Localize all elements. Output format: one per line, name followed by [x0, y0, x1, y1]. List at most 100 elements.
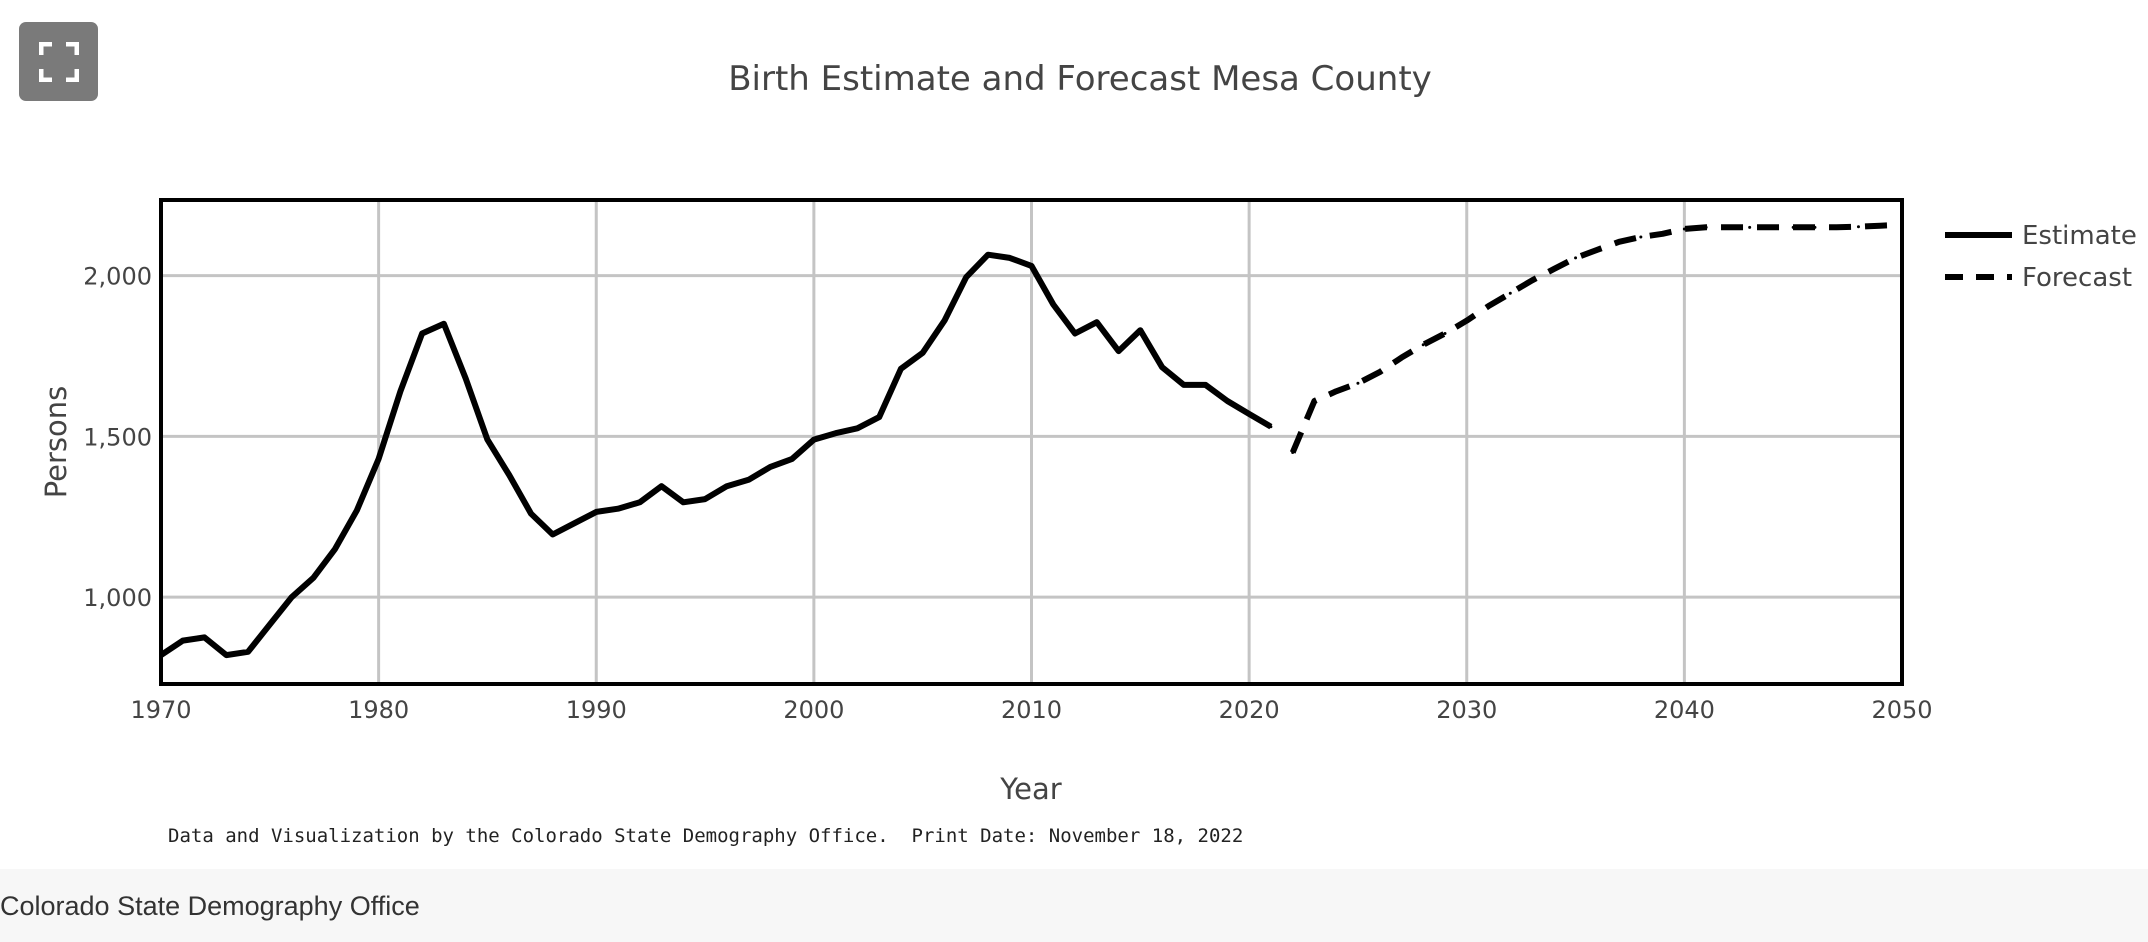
legend: Estimate Forecast — [1945, 221, 2137, 293]
chart-annotation: Data and Visualization by the Colorado S… — [168, 825, 1243, 847]
tick-labels: 1970 1980 1990 2000 2010 2020 2030 2040 2050 1,00… — [83, 263, 1932, 724]
x-tick-label: 2030 — [1436, 696, 1497, 724]
y-tick-label: 1,000 — [83, 584, 152, 612]
series-estimate-point — [1269, 425, 1273, 429]
series-estimate-point — [268, 623, 272, 627]
series-forecast-point — [1661, 232, 1665, 236]
series-estimate-point — [1138, 328, 1142, 332]
series-forecast-point — [1574, 256, 1578, 260]
y-tick-label: 2,000 — [83, 263, 152, 291]
x-tick-label: 2050 — [1871, 696, 1932, 724]
legend-label-estimate: Estimate — [2022, 221, 2137, 251]
series-estimate-point — [1225, 399, 1229, 403]
series-estimate-point — [1182, 383, 1186, 387]
series-forecast-point — [1617, 240, 1621, 244]
series-estimate-point — [986, 253, 990, 257]
series-estimate-point — [1095, 320, 1099, 324]
series-estimate-point — [899, 367, 903, 371]
series-forecast-point — [1595, 248, 1599, 252]
series-estimate-point — [333, 547, 337, 551]
series-estimate-point — [921, 351, 925, 355]
series-forecast-point — [1334, 389, 1338, 393]
series-forecast-point — [1399, 356, 1403, 360]
series-forecast-point — [1769, 225, 1773, 229]
series-forecast-point — [1465, 319, 1469, 323]
series-forecast-point — [1878, 224, 1882, 228]
series-forecast-point — [1552, 267, 1556, 271]
series-estimate-point — [420, 331, 424, 335]
series-forecast-point — [1791, 225, 1795, 229]
series-forecast-point — [1900, 223, 1904, 227]
series-estimate-point — [485, 438, 489, 442]
series-estimate-point — [355, 508, 359, 512]
expand-icon — [38, 41, 79, 82]
legend-label-forecast: Forecast — [2022, 263, 2132, 293]
series-estimate-point — [1051, 303, 1055, 307]
series-forecast-point — [1813, 225, 1817, 229]
series-forecast-line — [1289, 221, 1903, 454]
y-axis-label: Persons — [39, 386, 73, 499]
series-estimate-point — [311, 576, 315, 580]
series-forecast-point — [1835, 225, 1839, 229]
series-forecast-point — [1508, 291, 1512, 295]
series-estimate-point — [855, 426, 859, 430]
series-forecast-point — [1856, 225, 1860, 229]
series-estimate-point — [159, 653, 163, 657]
series-estimate-point — [964, 275, 968, 279]
series-forecast-point — [1530, 278, 1534, 282]
series-estimate-point — [377, 457, 381, 461]
series-estimate-point — [812, 438, 816, 442]
x-axis-label: Year — [999, 772, 1061, 806]
series-estimate-point — [660, 484, 664, 488]
series-estimate-point — [703, 497, 707, 501]
series-estimate-point — [616, 507, 620, 511]
series-estimate-point — [725, 484, 729, 488]
series-forecast-point — [1748, 225, 1752, 229]
series-estimate-point — [442, 322, 446, 326]
series-forecast-point — [1356, 381, 1360, 385]
series-estimate-point — [1160, 365, 1164, 369]
x-tick-label: 2010 — [1001, 696, 1062, 724]
series-estimate-point — [551, 532, 555, 536]
series-forecast-point — [1291, 450, 1295, 454]
series-estimate-point — [529, 512, 533, 516]
series-estimate-point — [942, 319, 946, 323]
fullscreen-button[interactable] — [19, 22, 98, 101]
grid — [161, 200, 1902, 684]
series-forecast-point — [1443, 331, 1447, 335]
series-forecast-point — [1378, 370, 1382, 374]
series-estimate-point — [224, 653, 228, 657]
series-estimate-point — [790, 457, 794, 461]
series-forecast-point — [1312, 399, 1316, 403]
series-estimate-line — [159, 251, 1273, 659]
series-estimate-point — [747, 478, 751, 482]
x-tick-label: 2000 — [783, 696, 844, 724]
x-tick-label: 2020 — [1219, 696, 1280, 724]
series-layer — [159, 221, 1904, 659]
series-estimate-point — [203, 635, 207, 639]
series-estimate-point — [594, 510, 598, 514]
series-forecast-point — [1639, 235, 1643, 239]
series-estimate-point — [290, 595, 294, 599]
series-estimate-point — [768, 465, 772, 469]
series-estimate-point — [572, 521, 576, 525]
series-estimate-point — [638, 500, 642, 504]
series-estimate-point — [181, 639, 185, 643]
chart-title: Birth Estimate and Forecast Mesa County — [728, 59, 1432, 99]
series-estimate-point — [464, 376, 468, 380]
series-estimate-point — [246, 650, 250, 654]
series-estimate-point — [1073, 331, 1077, 335]
series-forecast-point — [1682, 227, 1686, 231]
series-estimate-point — [1117, 349, 1121, 353]
series-estimate-point — [877, 415, 881, 419]
series-estimate-point — [1030, 264, 1033, 268]
plot-frame — [159, 198, 1904, 686]
series-estimate-point — [507, 473, 511, 477]
series-forecast-point — [1704, 225, 1708, 229]
series-estimate-point — [1204, 383, 1208, 387]
series-forecast-point — [1487, 304, 1491, 308]
y-tick-label: 1,500 — [83, 423, 152, 451]
series-estimate-point — [681, 500, 685, 504]
series-forecast-point — [1726, 225, 1730, 229]
series-estimate-point — [398, 389, 402, 393]
